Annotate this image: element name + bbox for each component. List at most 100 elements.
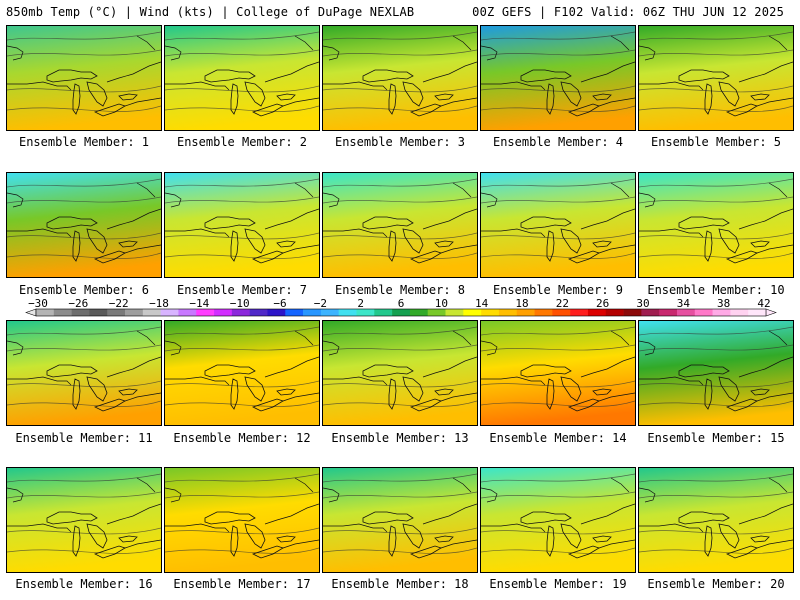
colorbar-swatch — [196, 309, 215, 316]
map-outlines — [323, 473, 477, 559]
border-line — [452, 477, 472, 493]
colorbar-swatch — [748, 309, 767, 316]
colorbar-swatch — [231, 309, 250, 316]
great-lake-outline — [560, 523, 582, 549]
great-lake-outline — [704, 230, 713, 262]
ensemble-member-map — [322, 172, 478, 278]
ensemble-member-label: Ensemble Member: 9 — [492, 283, 624, 297]
border-line — [323, 523, 388, 533]
isobar-line — [323, 400, 477, 407]
border-line — [165, 228, 230, 238]
border-line — [768, 330, 788, 346]
isobar-line — [165, 326, 319, 336]
colorbar-swatch — [160, 309, 179, 316]
border-line — [165, 81, 230, 91]
great-lake-outline — [244, 376, 266, 402]
colorbar-swatch — [587, 309, 607, 316]
great-lake-outline — [592, 240, 612, 248]
temperature-field-map — [323, 321, 477, 425]
great-lake-outline — [718, 376, 740, 402]
great-lake-outline — [592, 388, 612, 396]
border-line — [598, 244, 635, 254]
isobar-line — [639, 400, 793, 407]
great-lake-outline — [704, 83, 713, 115]
colorbar-tick-label: −22 — [109, 297, 129, 310]
isobar-line — [165, 49, 319, 57]
great-lake-outline — [592, 535, 612, 543]
border-line — [610, 182, 630, 198]
great-lake-outline — [276, 240, 296, 248]
great-lake-outline — [46, 364, 98, 378]
ensemble-member-label: Ensemble Member: 5 — [650, 135, 782, 149]
map-outlines — [165, 31, 319, 117]
ensemble-member-map — [638, 320, 794, 426]
ensemble-member-label: Ensemble Member: 15 — [647, 431, 785, 445]
isobar-line — [481, 547, 635, 554]
colorbar-left-arrow — [25, 308, 37, 317]
colorbar-swatch — [481, 309, 500, 316]
border-line — [7, 523, 72, 533]
ensemble-member-label: Ensemble Member: 13 — [331, 431, 469, 445]
great-lake-outline — [388, 230, 397, 262]
border-line — [106, 61, 161, 83]
map-outlines — [165, 326, 319, 412]
temperature-colorbar: −30 −26 −22 −18 −14 −10 −6 −2 2 6 10 14 18 22 26 30 34 38… — [25, 297, 777, 317]
isobar-line — [7, 85, 161, 93]
ensemble-member-map — [164, 320, 320, 426]
great-lake-outline — [678, 69, 730, 83]
ensemble-member-map — [6, 467, 162, 573]
border-line — [264, 356, 319, 378]
temperature-field-map — [639, 468, 793, 572]
ensemble-member-map — [322, 320, 478, 426]
border-line — [7, 487, 24, 503]
isobar-line — [481, 326, 635, 336]
border-line — [580, 503, 635, 525]
map-outlines — [323, 178, 477, 264]
great-lake-outline — [46, 511, 98, 525]
border-line — [165, 523, 230, 533]
isobar-line — [481, 473, 635, 483]
ensemble-member-label: Ensemble Member: 19 — [489, 577, 627, 591]
border-line — [580, 208, 635, 230]
map-outlines — [481, 178, 635, 264]
isobar-line — [7, 527, 161, 535]
map-outlines — [639, 473, 793, 559]
ensemble-member-label: Ensemble Member: 17 — [173, 577, 311, 591]
great-lake-outline — [434, 93, 454, 101]
great-lake-outline — [750, 240, 770, 248]
ensemble-member-label: Ensemble Member: 12 — [173, 431, 311, 445]
isobar-line — [323, 178, 477, 188]
colorbar-swatch — [516, 309, 535, 316]
border-line — [580, 356, 635, 378]
great-lake-outline — [204, 364, 256, 378]
border-line — [294, 35, 314, 51]
border-line — [738, 503, 793, 525]
map-outlines — [7, 178, 161, 264]
temperature-field-map — [481, 26, 635, 130]
temperature-field-map — [165, 173, 319, 277]
border-line — [756, 244, 793, 254]
border-line — [294, 182, 314, 198]
great-lake-outline — [704, 525, 713, 557]
border-line — [481, 523, 546, 533]
border-line — [440, 539, 477, 549]
border-line — [452, 182, 472, 198]
isobar-line — [7, 105, 161, 112]
isobar-line — [165, 196, 319, 204]
great-lake-outline — [362, 216, 414, 230]
temperature-field-map — [7, 173, 161, 277]
great-lake-outline — [678, 364, 730, 378]
border-line — [481, 45, 498, 61]
isobar-line — [165, 547, 319, 554]
map-outlines — [639, 326, 793, 412]
ensemble-member-label: Ensemble Member: 20 — [647, 577, 785, 591]
isobar-line — [481, 527, 635, 535]
border-line — [106, 356, 161, 378]
border-line — [639, 340, 656, 356]
great-lake-outline — [546, 83, 555, 115]
colorbar-swatch — [445, 309, 464, 316]
border-line — [639, 45, 656, 61]
isobar-line — [481, 105, 635, 112]
map-outlines — [323, 326, 477, 412]
great-lake-outline — [72, 83, 81, 115]
